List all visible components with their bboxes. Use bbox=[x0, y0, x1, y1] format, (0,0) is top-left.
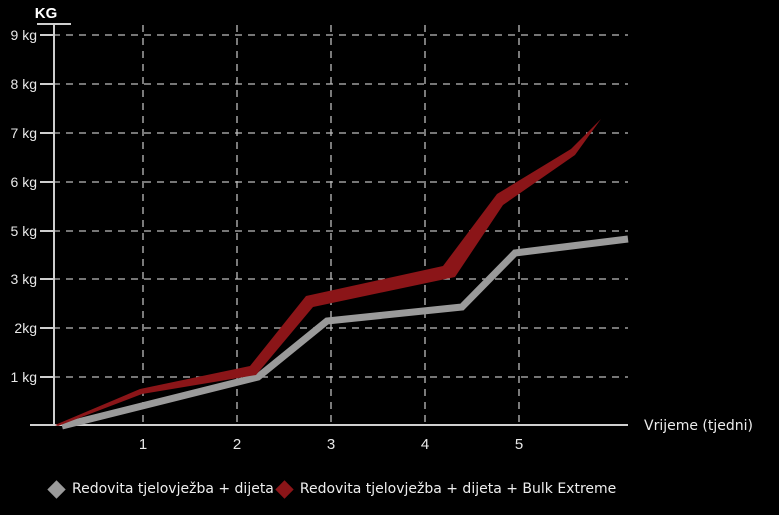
x-label-5: 5 bbox=[515, 436, 523, 453]
legend-label: Redovita tjelovježba + dijeta bbox=[72, 481, 274, 497]
y-label-8: 8 kg bbox=[11, 76, 37, 92]
y-label-2: 2kg bbox=[14, 320, 37, 336]
x-label-4: 4 bbox=[421, 436, 429, 453]
series-gray-line bbox=[61, 235, 629, 430]
y-label-9: 9 kg bbox=[11, 27, 37, 43]
x-tick-labels: 1 2 3 4 5 bbox=[139, 436, 523, 453]
legend: Redovita tjelovježba + dijeta Redovita t… bbox=[46, 479, 617, 499]
y-label-5: 5 kg bbox=[11, 223, 37, 239]
x-label-1: 1 bbox=[139, 436, 147, 453]
diamond-marker-icon bbox=[47, 479, 66, 499]
vertical-gridlines bbox=[142, 25, 520, 425]
y-label-6: 6 kg bbox=[11, 174, 37, 190]
legend-item-gray[interactable]: Redovita tjelovježba + dijeta bbox=[46, 479, 274, 499]
y-tick-labels: 9 kg 8 kg 7 kg 6 kg 5 kg 3 kg 2kg 1 kg bbox=[11, 27, 37, 385]
legend-label: Redovita tjelovježba + dijeta + Bulk Ext… bbox=[299, 481, 617, 497]
y-label-1: 1 kg bbox=[11, 369, 37, 385]
x-label-3: 3 bbox=[327, 436, 335, 453]
x-label-2: 2 bbox=[233, 436, 241, 453]
diamond-marker-icon bbox=[275, 479, 294, 499]
horizontal-gridlines bbox=[40, 34, 628, 378]
y-label-3: 3 kg bbox=[11, 271, 37, 287]
legend-item-red[interactable]: Redovita tjelovježba + dijeta + Bulk Ext… bbox=[274, 479, 617, 499]
y-axis-title: KG bbox=[35, 5, 58, 22]
axes bbox=[30, 23, 628, 426]
y-label-7: 7 kg bbox=[11, 125, 37, 141]
x-axis-title: Vrijeme (tjedni) bbox=[644, 418, 753, 434]
